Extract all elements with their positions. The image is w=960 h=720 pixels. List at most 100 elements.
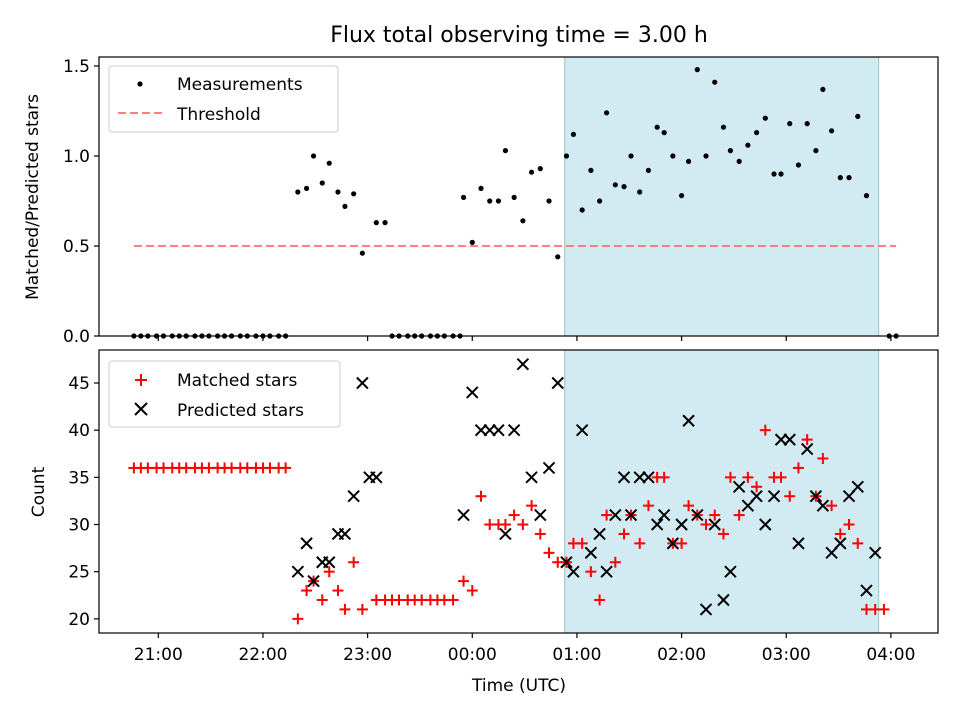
matched-star-point [700, 519, 712, 531]
predicted-star-point [356, 376, 369, 390]
x-axis-label: Time (UTC) [471, 676, 566, 696]
predicted-star-point [593, 527, 606, 541]
y-axis-ratio: 0.0 0.5 1.0 1.5 [63, 57, 99, 347]
predicted-star-point [724, 565, 737, 578]
matched-star-point [543, 547, 555, 559]
matched-star-point [826, 500, 838, 512]
y-tick-label: 40 [68, 421, 90, 441]
predicted-star-point [851, 480, 864, 493]
predicted-star-point [800, 442, 814, 456]
predicted-star-point [860, 584, 873, 597]
matched-star-point [458, 575, 470, 587]
y-tick-label: 30 [68, 516, 90, 536]
predicted-star-point [691, 508, 704, 522]
observing-window-shade [564, 56, 880, 337]
predicted-star-point [834, 537, 847, 550]
measurement-point [804, 121, 810, 127]
matched-star-point [717, 528, 729, 540]
matched-star-point [852, 537, 864, 549]
y-tick-label: 20 [68, 610, 90, 630]
matched-star-point [742, 471, 754, 483]
legend-label-threshold: Threshold [176, 105, 261, 125]
x-tick-label: 03:00 [762, 645, 811, 665]
predicted-star-point [499, 527, 512, 541]
measurement-point [303, 185, 310, 191]
predicted-star-point [750, 490, 763, 503]
predicted-star-point [516, 357, 530, 371]
matched-star-point [801, 434, 813, 446]
measurement-point [863, 193, 870, 199]
measurement-point [678, 193, 685, 199]
x-tick-label: 04:00 [866, 645, 915, 665]
matched-star-point [733, 509, 745, 521]
count-series [128, 357, 890, 625]
predicted-star-point [347, 490, 360, 503]
matched-star-point [475, 490, 487, 502]
matched-star-point [301, 585, 313, 597]
matched-star-point [618, 528, 630, 540]
measurement-point [762, 115, 768, 121]
matched-star-point [759, 424, 771, 436]
legend-marker-predicted [134, 402, 148, 416]
predicted-star-point [584, 546, 598, 560]
matched-star-point [817, 452, 829, 464]
measurement-point [511, 194, 517, 200]
measurement-point [637, 189, 643, 195]
matched-star-point [658, 471, 670, 483]
measurement-point [478, 185, 484, 191]
matched-star-point [775, 471, 787, 483]
y-axis-count: 20 25 30 35 40 45 [68, 374, 99, 630]
matched-star-point [676, 537, 688, 549]
measurement-point [382, 220, 388, 226]
predicted-star-point [307, 574, 320, 588]
predicted-star-point [682, 414, 695, 427]
predicted-star-point [624, 508, 638, 522]
legend-ratio: Measurements Threshold [108, 65, 339, 133]
predicted-star-point [551, 376, 564, 390]
measurement-point [787, 121, 793, 127]
measurement-point [359, 250, 365, 256]
matched-star-point [323, 566, 335, 578]
matched-star-point [683, 500, 695, 512]
matched-star-point [751, 481, 763, 493]
predicted-star-point [575, 423, 589, 437]
measurement-point [661, 130, 667, 136]
measurement-point [712, 79, 718, 85]
x-tick-label: 23:00 [343, 645, 392, 665]
measurement-point [460, 194, 467, 200]
predicted-star-point [525, 471, 538, 484]
measurement-point [828, 128, 835, 134]
measurement-point [373, 220, 379, 226]
matched-star-point [784, 490, 796, 502]
observing-window-shade [564, 349, 880, 634]
predicted-star-point [300, 537, 313, 550]
measurement-point [813, 148, 819, 154]
x-tick-label: 21:00 [134, 645, 183, 665]
matched-star-point [517, 519, 529, 531]
matched-star-point [466, 585, 478, 597]
y-axis-label-ratio: Matched/Predicted stars [23, 94, 43, 300]
measurement-point [727, 148, 734, 154]
measurement-point [846, 175, 852, 181]
measurement-point [736, 158, 742, 164]
matched-star-point [339, 603, 351, 615]
measurement-point [335, 189, 341, 195]
predicted-star-point [666, 537, 680, 550]
matched-star-point [594, 594, 606, 606]
predicted-star-point [657, 508, 671, 522]
measurement-point [495, 198, 502, 204]
measurement-point [588, 167, 594, 173]
predicted-star-point [642, 471, 655, 484]
predicted-star-point [600, 565, 613, 578]
measurement-point [654, 124, 660, 130]
measurement-point [795, 162, 802, 168]
matched-star-point [508, 509, 520, 521]
legend-label-measurements: Measurements [177, 75, 303, 95]
measurement-point [778, 171, 784, 177]
predicted-star-point [732, 480, 746, 493]
ratio-axes-frame [98, 56, 939, 337]
x-axis-time: 21:00 22:00 23:00 00:00 01:00 02:00 03:00 04:00 [134, 336, 915, 665]
predicted-star-point [617, 471, 631, 484]
measurement-point [837, 175, 843, 181]
panel-count: 20 25 30 35 40 45 21:00 22:00 23:00 00:00 01:00 02… [29, 336, 939, 696]
